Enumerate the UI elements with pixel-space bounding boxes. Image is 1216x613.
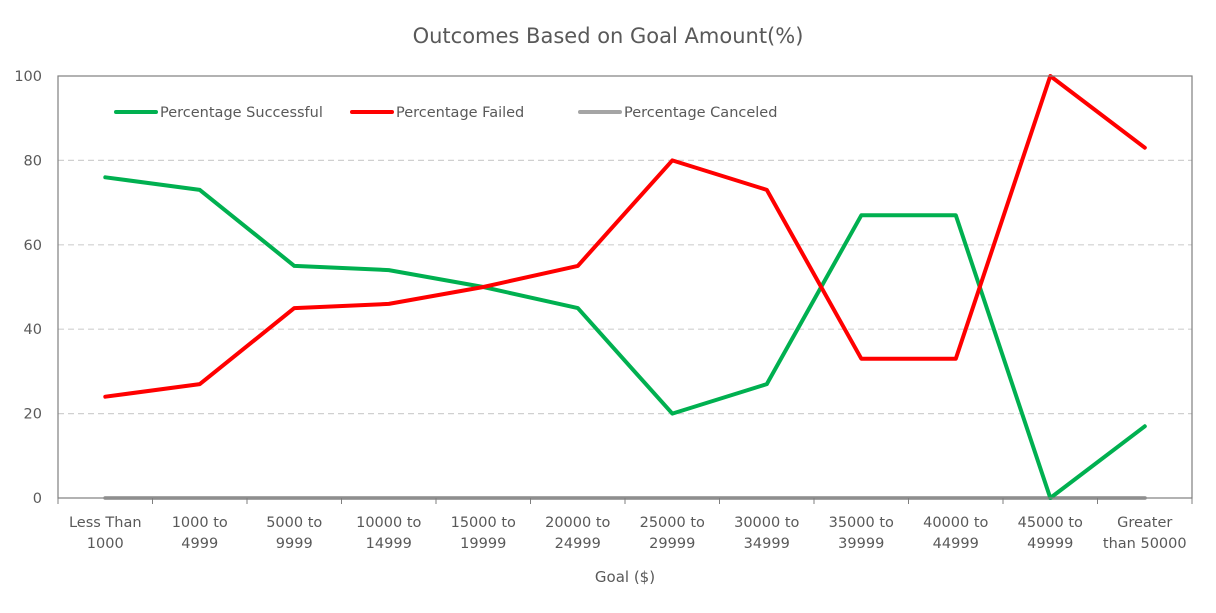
x-tick-label: 40000 to 44999 [923,515,988,552]
gridlines [58,159,1192,415]
legend: Percentage Successful Percentage Failed Pe… [114,105,777,121]
x-tick-label: Less Than 1000 [69,515,142,552]
x-tick-label: 45000 to 49999 [1018,515,1083,552]
plot-area-border [57,75,1193,499]
y-tick-label: 60 [24,238,42,254]
y-axis-ticks: 0 20 40 60 80 100 [14,69,42,507]
x-axis-label: Goal ($) [595,568,655,586]
series-line-percentage-successful [103,175,1147,500]
y-tick-label: 80 [24,153,42,169]
legend-label: Percentage Failed [396,105,524,121]
x-axis-ticks: Less Than 1000 1000 to 4999 5000 to 9999 10000… [57,498,1193,552]
legend-label: Percentage Canceled [624,105,777,121]
x-tick-label: 5000 to 9999 [266,515,322,552]
x-tick-label: 10000 to 14999 [356,515,421,552]
chart-title: Outcomes Based on Goal Amount(%) [413,24,804,48]
x-tick-label: 30000 to 34999 [734,515,799,552]
x-tick-label: Greater than 50000 [1103,515,1187,552]
series-line-percentage-failed [103,74,1147,399]
legend-label: Percentage Successful [160,105,323,121]
y-tick-label: 40 [24,322,42,338]
x-tick-label: 20000 to 24999 [545,515,610,552]
y-tick-label: 0 [33,491,42,507]
y-tick-label: 100 [14,69,42,85]
x-tick-label: 25000 to 29999 [640,515,705,552]
x-tick-label: 35000 to 39999 [829,515,894,552]
series-lines [103,74,1147,500]
y-tick-label: 20 [24,407,42,423]
x-tick-label: 15000 to 19999 [451,515,516,552]
x-tick-label: 1000 to 4999 [172,515,228,552]
